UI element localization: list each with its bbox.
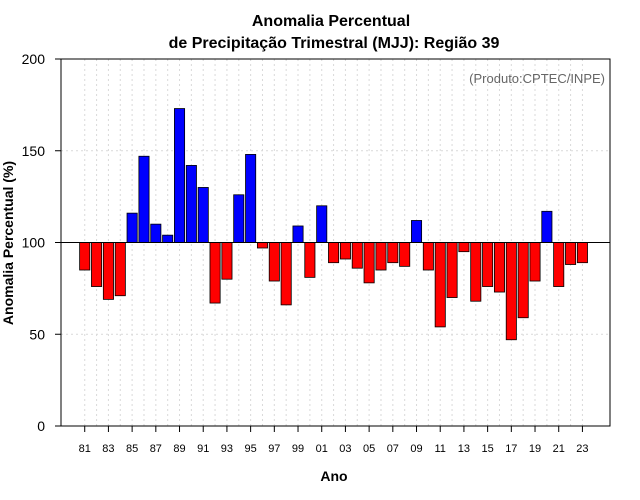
x-tick-label: 95 — [245, 443, 257, 455]
x-tick-label: 85 — [126, 443, 138, 455]
bar-1985 — [126, 212, 138, 243]
bar-2002 — [328, 242, 340, 264]
bar-1991 — [197, 187, 209, 243]
bar-1996 — [256, 242, 268, 249]
bar-2012 — [446, 242, 458, 298]
bar-2019 — [529, 242, 541, 282]
bar-2006 — [375, 242, 387, 271]
x-tick-label: 07 — [387, 443, 399, 455]
x-tick-label: 17 — [505, 443, 517, 455]
x-tick-label: 15 — [482, 443, 494, 455]
bar-1986 — [138, 155, 150, 243]
y-tick-label: 50 — [29, 326, 45, 342]
bar-1990 — [185, 165, 197, 243]
x-tick-label: 89 — [173, 443, 185, 455]
bar-2010 — [422, 242, 434, 271]
y-axis-ticks: 0 50 100 150 200 — [22, 51, 61, 434]
bar-2018 — [517, 242, 529, 319]
grid-lines — [61, 59, 610, 426]
bar-2014 — [470, 242, 482, 302]
x-axis-ticks: 81 83 85 87 89 91 93 95 97 99 01 03 05 07 09 11 13 15 17 19… — [79, 426, 589, 455]
bar-2023 — [576, 242, 588, 264]
bar-1999 — [292, 225, 304, 243]
x-tick-label: 97 — [268, 443, 280, 455]
bar-1994 — [233, 194, 245, 243]
bar-2009 — [411, 220, 423, 243]
y-tick-label: 200 — [22, 51, 46, 67]
bar-2007 — [387, 242, 399, 264]
bar-2022 — [565, 242, 577, 265]
x-tick-label: 05 — [363, 443, 375, 455]
bar-2021 — [553, 242, 565, 287]
bar-2011 — [434, 242, 446, 328]
x-tick-label: 21 — [553, 443, 565, 455]
bar-2004 — [351, 242, 363, 269]
chart-title-line2: de Precipitação Trimestral (MJJ): Região… — [169, 35, 500, 52]
x-tick-label: 23 — [576, 443, 588, 455]
y-tick-label: 100 — [22, 235, 46, 251]
bar-1987 — [150, 223, 162, 243]
bar-2013 — [458, 242, 470, 253]
x-tick-label: 19 — [529, 443, 541, 455]
x-tick-label: 13 — [458, 443, 470, 455]
bar-2000 — [304, 242, 316, 278]
bar-1981 — [79, 242, 91, 271]
bar-1988 — [162, 234, 174, 243]
bar-2005 — [363, 242, 375, 284]
bar-1982 — [91, 242, 103, 287]
bar-1995 — [245, 154, 257, 243]
bar-1998 — [280, 242, 292, 306]
bar-1989 — [174, 108, 186, 243]
x-tick-label: 99 — [292, 443, 304, 455]
x-tick-label: 83 — [102, 443, 114, 455]
x-tick-label: 81 — [79, 443, 91, 455]
chart-title-line1: Anomalia Percentual — [252, 13, 410, 30]
bar-1993 — [221, 242, 233, 280]
bar-1983 — [102, 242, 114, 300]
x-tick-label: 11 — [435, 443, 446, 455]
x-tick-label: 03 — [339, 443, 351, 455]
bars — [79, 108, 588, 341]
bar-1997 — [268, 242, 280, 282]
credit-text: (Produto:CPTEC/INPE) — [469, 71, 605, 86]
x-tick-label: 01 — [316, 443, 328, 455]
x-axis-label: Ano — [320, 468, 347, 484]
bar-2003 — [339, 242, 351, 260]
bar-2017 — [505, 242, 517, 341]
x-tick-label: 87 — [150, 443, 162, 455]
x-tick-label: 09 — [410, 443, 422, 455]
bar-2020 — [541, 210, 553, 243]
bar-2008 — [399, 242, 411, 267]
bar-1992 — [209, 242, 221, 304]
x-tick-label: 91 — [197, 443, 209, 455]
bar-2015 — [482, 242, 494, 287]
y-tick-label: 0 — [37, 418, 45, 434]
bar-1984 — [114, 242, 126, 297]
bar-2016 — [493, 242, 505, 293]
y-axis-label: Anomalia Percentual (%) — [0, 161, 16, 325]
x-tick-label: 93 — [221, 443, 233, 455]
bar-2001 — [316, 205, 328, 243]
y-tick-label: 150 — [22, 143, 46, 159]
